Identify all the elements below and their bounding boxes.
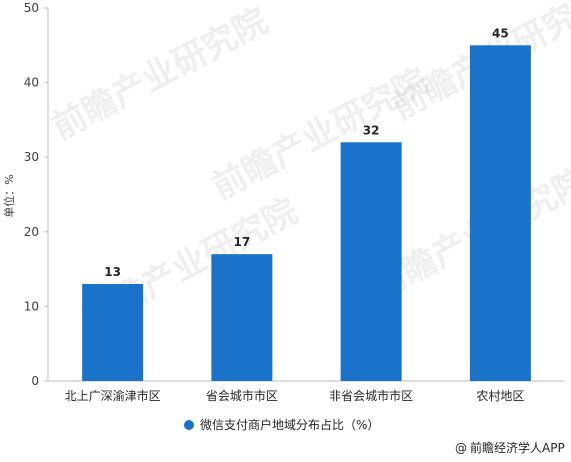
bar [469,45,531,382]
y-tick-label: 20 [24,225,39,239]
bar [340,142,402,381]
y-tick-label: 0 [31,374,39,388]
at-sign-icon: @ [455,441,467,455]
x-tick-label: 非省会城市市区 [329,388,413,403]
y-tick-label: 30 [24,150,39,164]
y-tick-label: 50 [24,1,39,15]
watermark-text-1: 前瞻产业研究院 [45,1,274,148]
credit-text: 前瞻经济学人APP [470,440,565,455]
bar-value-label: 17 [234,235,251,249]
legend-label: 微信支付商户地域分布占比（%） [200,417,379,432]
bar-value-label: 13 [104,265,121,279]
y-tick-label: 10 [24,299,39,313]
x-tick-label: 省会城市市区 [206,388,278,403]
y-axis-title: 单位：% [2,174,16,217]
x-tick-group: 北上广深渝津市区 省会城市市区 非省会城市市区 农村地区 [65,388,525,403]
bar-value-label: 45 [492,26,509,40]
x-tick-label: 北上广深渝津市区 [65,388,161,403]
x-tick-label: 农村地区 [476,389,524,403]
bar-series [82,45,531,382]
credit: @ 前瞻经济学人APP [455,440,565,455]
data-label-group: 13 17 32 45 [104,26,508,279]
legend: 微信支付商户地域分布占比（%） [184,417,379,432]
y-tick-label: 40 [24,76,39,90]
legend-marker [184,420,194,430]
bar [82,284,144,381]
y-tick-group: 0 10 20 30 40 50 [24,1,48,388]
bar [211,254,273,381]
bar-value-label: 32 [363,123,380,137]
